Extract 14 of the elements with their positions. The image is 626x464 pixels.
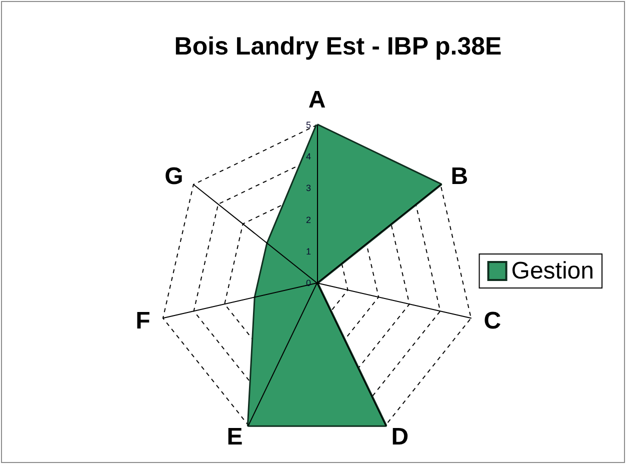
y-tick-label: 5 <box>306 120 311 130</box>
y-tick-label: 2 <box>306 214 311 225</box>
spoke-label: G <box>164 162 184 190</box>
spoke-label: E <box>226 424 243 451</box>
chart-title: Bois Landry Est - IBP p.38E <box>174 32 502 60</box>
spoke-label: D <box>391 424 409 451</box>
spoke-label: C <box>484 308 502 335</box>
spoke-label: F <box>136 308 150 335</box>
spoke-label: A <box>308 86 326 114</box>
spoke-label: B <box>450 162 468 190</box>
y-tick-label: 3 <box>306 183 311 194</box>
y-tick-label: 4 <box>306 152 311 162</box>
legend-label: Gestion <box>511 258 594 284</box>
y-tick-label: 1 <box>306 246 311 256</box>
